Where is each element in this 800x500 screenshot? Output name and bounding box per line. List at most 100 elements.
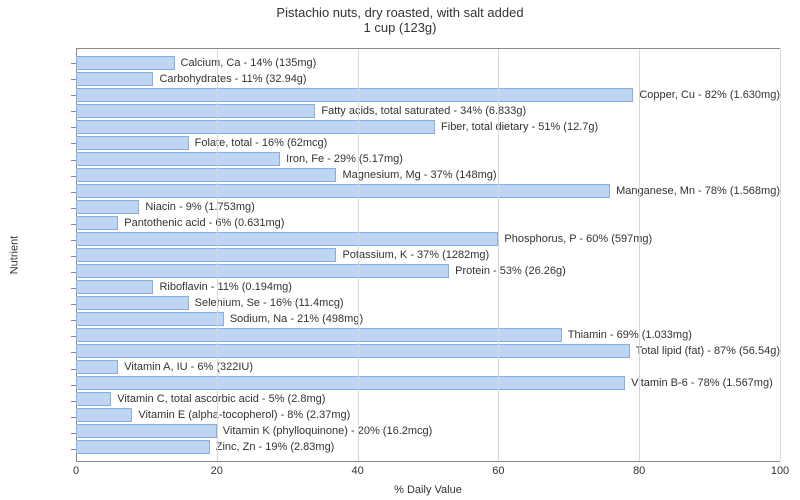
bar <box>76 328 562 341</box>
grid-line <box>217 49 218 461</box>
bar-slot: Riboflavin - 11% (0.194mg) <box>76 280 780 293</box>
bar-slot: Potassium, K - 37% (1282mg) <box>76 248 780 261</box>
bar-slot: Vitamin A, IU - 6% (322IU) <box>76 360 780 373</box>
bar-label: Fiber, total dietary - 51% (12.7g) <box>441 121 598 133</box>
bar <box>76 216 118 229</box>
bar-slot: Manganese, Mn - 78% (1.568mg) <box>76 184 780 197</box>
bar-slot: Vitamin B-6 - 78% (1.567mg) <box>76 376 780 389</box>
y-tick <box>71 401 76 402</box>
chart-title-line1: Pistachio nuts, dry roasted, with salt a… <box>0 6 800 21</box>
bar-slot: Carbohydrates - 11% (32.94g) <box>76 72 780 85</box>
x-tick-label: 60 <box>492 465 504 477</box>
bar <box>76 72 153 85</box>
bar-label: Iron, Fe - 29% (5.17mg) <box>286 153 403 165</box>
bar <box>76 408 132 421</box>
bar-label: Total lipid (fat) - 87% (56.54g) <box>636 345 780 357</box>
bar-label: Pantothenic acid - 6% (0.631mg) <box>124 217 284 229</box>
bar <box>76 120 435 133</box>
y-tick <box>71 272 76 273</box>
bar-slot: Folate, total - 16% (62mcg) <box>76 136 780 149</box>
bar-label: Calcium, Ca - 14% (135mg) <box>181 57 317 69</box>
y-axis-label-text: Nutrient <box>8 236 20 275</box>
x-tick-label: 20 <box>211 465 223 477</box>
bar <box>76 232 498 245</box>
bar <box>76 440 210 453</box>
grid-line <box>780 49 781 461</box>
y-tick <box>71 95 76 96</box>
bar-slot: Phosphorus, P - 60% (597mg) <box>76 232 780 245</box>
bar <box>76 424 217 437</box>
chart-title: Pistachio nuts, dry roasted, with salt a… <box>0 6 800 36</box>
y-tick <box>71 192 76 193</box>
bar-slot: Magnesium, Mg - 37% (148mg) <box>76 168 780 181</box>
bar-slot: Total lipid (fat) - 87% (56.54g) <box>76 344 780 357</box>
grid-line <box>639 49 640 461</box>
bar-slot: Pantothenic acid - 6% (0.631mg) <box>76 216 780 229</box>
y-tick <box>71 63 76 64</box>
bar-label: Magnesium, Mg - 37% (148mg) <box>342 169 496 181</box>
bar-label: Carbohydrates - 11% (32.94g) <box>159 73 306 85</box>
bar-slot: Thiamin - 69% (1.033mg) <box>76 328 780 341</box>
bar <box>76 360 118 373</box>
bar-label: Niacin - 9% (1.753mg) <box>145 201 254 213</box>
bar-slot: Fiber, total dietary - 51% (12.7g) <box>76 120 780 133</box>
y-axis-title: Nutrient <box>4 48 24 462</box>
y-tick <box>71 160 76 161</box>
y-tick <box>71 320 76 321</box>
bar <box>76 200 139 213</box>
y-tick <box>71 352 76 353</box>
grid-line <box>498 49 499 461</box>
bar <box>76 168 336 181</box>
bar-label: Protein - 53% (26.26g) <box>455 265 566 277</box>
bar-slot: Selenium, Se - 16% (11.4mcg) <box>76 296 780 309</box>
x-tick-label: 80 <box>633 465 645 477</box>
y-tick <box>71 79 76 80</box>
bar-slot: Copper, Cu - 82% (1.630mg) <box>76 88 780 101</box>
bar-label: Manganese, Mn - 78% (1.568mg) <box>616 185 780 197</box>
bar <box>76 104 315 117</box>
bar <box>76 184 610 197</box>
bar <box>76 312 224 325</box>
nutrient-chart: Pistachio nuts, dry roasted, with salt a… <box>0 0 800 500</box>
bar <box>76 296 189 309</box>
bar-slot: Zinc, Zn - 19% (2.83mg) <box>76 440 780 453</box>
bar-label: Folate, total - 16% (62mcg) <box>195 137 328 149</box>
bar-label: Vitamin K (phylloquinone) - 20% (16.2mcg… <box>223 425 433 437</box>
bar-label: Sodium, Na - 21% (498mg) <box>230 313 363 325</box>
grid-line <box>358 49 359 461</box>
y-tick <box>71 385 76 386</box>
x-tick-label: 40 <box>351 465 363 477</box>
bar <box>76 56 175 69</box>
bar-slot: Vitamin C, total ascorbic acid - 5% (2.8… <box>76 392 780 405</box>
bar-label: Zinc, Zn - 19% (2.83mg) <box>216 441 335 453</box>
x-axis-label-text: % Daily Value <box>394 484 462 496</box>
bar-slot: Protein - 53% (26.26g) <box>76 264 780 277</box>
bar-slot: Fatty acids, total saturated - 34% (6.83… <box>76 104 780 117</box>
x-axis-title: % Daily Value <box>76 484 780 496</box>
y-tick <box>71 224 76 225</box>
y-tick <box>71 449 76 450</box>
y-tick <box>71 288 76 289</box>
y-tick <box>71 143 76 144</box>
bar <box>76 264 449 277</box>
y-tick <box>71 417 76 418</box>
bar <box>76 88 633 101</box>
y-tick <box>71 127 76 128</box>
bar-label: Vitamin A, IU - 6% (322IU) <box>124 361 253 373</box>
bar-slot: Sodium, Na - 21% (498mg) <box>76 312 780 325</box>
plot-area: Calcium, Ca - 14% (135mg) Carbohydrates -… <box>76 48 780 462</box>
bar-label: Riboflavin - 11% (0.194mg) <box>159 281 291 293</box>
bar-label: Thiamin - 69% (1.033mg) <box>568 329 692 341</box>
bars-container: Calcium, Ca - 14% (135mg) Carbohydrates -… <box>76 55 780 455</box>
x-tick-label: 0 <box>73 465 79 477</box>
bar-label: Vitamin B-6 - 78% (1.567mg) <box>631 377 773 389</box>
bar <box>76 248 336 261</box>
bar-label: Vitamin C, total ascorbic acid - 5% (2.8… <box>117 393 325 405</box>
bar-slot: Iron, Fe - 29% (5.17mg) <box>76 152 780 165</box>
bar-label: Vitamin E (alpha-tocopherol) - 8% (2.37m… <box>138 409 350 421</box>
bar-slot: Niacin - 9% (1.753mg) <box>76 200 780 213</box>
bar-label: Phosphorus, P - 60% (597mg) <box>504 233 652 245</box>
y-tick <box>71 111 76 112</box>
bar <box>76 376 625 389</box>
bar-slot: Calcium, Ca - 14% (135mg) <box>76 56 780 69</box>
